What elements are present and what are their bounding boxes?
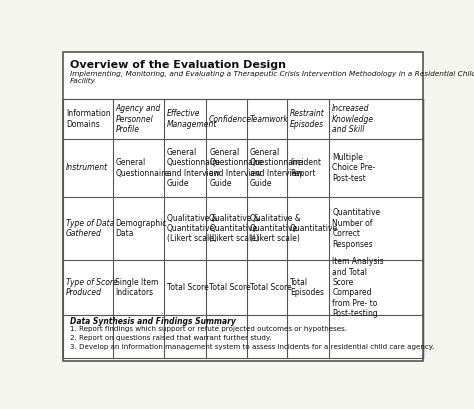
Text: Agency and
Personnel
Profile: Agency and Personnel Profile [116,104,161,134]
Text: Overview of the Evaluation Design: Overview of the Evaluation Design [70,60,286,70]
Text: Incident
Report: Incident Report [290,158,321,178]
Text: Total Score: Total Score [209,283,251,292]
Text: General
Questionnaire
and Interview
Guide: General Questionnaire and Interview Guid… [167,148,221,188]
Text: Type of Score
Produced: Type of Score Produced [66,278,118,297]
Text: Quantitative: Quantitative [290,224,338,233]
Text: Increased
Knowledge
and Skill: Increased Knowledge and Skill [332,104,374,134]
FancyBboxPatch shape [63,52,423,361]
Text: Instrument: Instrument [66,164,108,173]
Text: General
Questionnaire
and Interview
Guide: General Questionnaire and Interview Guid… [209,148,263,188]
Text: Quantitative
Number of
Correct
Responses: Quantitative Number of Correct Responses [332,209,380,249]
Text: 1. Report findings which support or refute projected outcomes or hypotheses.: 1. Report findings which support or refu… [70,326,347,332]
Text: Data Synthesis and Findings Summary: Data Synthesis and Findings Summary [70,317,236,326]
Text: Total Score: Total Score [167,283,209,292]
Text: General
Questionnaire: General Questionnaire [116,158,169,178]
Text: Confidence: Confidence [209,115,252,124]
Text: Restraint
Episodes: Restraint Episodes [290,110,325,129]
Text: Item Analysis
and Total
Score
Compared
from Pre- to
Post-testing: Item Analysis and Total Score Compared f… [332,257,384,318]
Text: Multiple
Choice Pre-
Post-test: Multiple Choice Pre- Post-test [332,153,375,183]
Text: 2. Report on questions raised that warrant further study.: 2. Report on questions raised that warra… [70,335,272,341]
Text: Demographic
Data: Demographic Data [116,219,167,238]
Text: Qualitative &
Quantitative
(Likert scale): Qualitative & Quantitative (Likert scale… [249,213,301,243]
Text: 3. Develop an information management system to assess incidents for a residentia: 3. Develop an information management sys… [70,344,435,350]
Text: Implementing, Monitoring, and Evaluating a Therapeutic Crisis Intervention Metho: Implementing, Monitoring, and Evaluating… [70,71,474,84]
Text: Information
Domains: Information Domains [66,110,110,129]
FancyBboxPatch shape [63,99,423,358]
Text: Qualitative &
Quantitative
(Likert scale): Qualitative & Quantitative (Likert scale… [209,213,260,243]
Text: Single Item
Indicators: Single Item Indicators [116,278,159,297]
Text: General
Questionnaire
and Interview
Guide: General Questionnaire and Interview Guid… [249,148,303,188]
Text: Type of Data
Gathered: Type of Data Gathered [66,219,114,238]
Text: Total Score: Total Score [249,283,292,292]
Text: Qualitative &
Quantitative
(Likert scale): Qualitative & Quantitative (Likert scale… [167,213,218,243]
Text: Effective
Management: Effective Management [167,110,217,129]
Text: Teamwork: Teamwork [249,115,288,124]
Text: Total
Episodes: Total Episodes [290,278,324,297]
